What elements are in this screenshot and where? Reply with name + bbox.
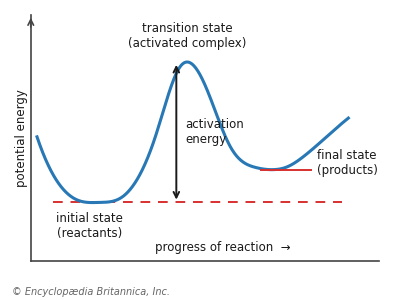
Text: final state
(products): final state (products) — [317, 148, 378, 177]
Text: progress of reaction  →: progress of reaction → — [155, 241, 290, 254]
Y-axis label: potential energy: potential energy — [15, 89, 28, 187]
Text: activation
energy: activation energy — [186, 118, 244, 146]
Text: transition state
(activated complex): transition state (activated complex) — [128, 22, 246, 50]
Text: © Encyclopædia Britannica, Inc.: © Encyclopædia Britannica, Inc. — [12, 287, 170, 297]
Text: initial state
(reactants): initial state (reactants) — [56, 212, 123, 240]
